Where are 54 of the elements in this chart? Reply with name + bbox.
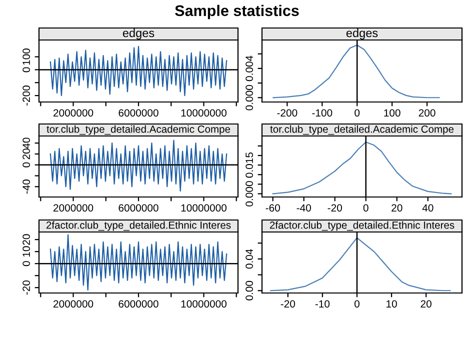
line-series (50, 234, 228, 291)
y-tick-label: 20 (22, 234, 30, 245)
x-tick-label: 10000000 (181, 204, 227, 212)
x-tick-label: 6000000 (118, 300, 158, 308)
y-tick-label: 0 (22, 261, 30, 266)
y-tick-label: 0.000 (246, 181, 253, 206)
x-tick-label: 100 (384, 109, 400, 117)
x-tick-label: 0 (363, 204, 368, 212)
x-tick-label: -20 (280, 300, 296, 308)
x-tick-label: 0 (354, 300, 360, 308)
x-tick-label: -60 (266, 204, 280, 212)
chart-subtitle: edges (122, 28, 154, 40)
x-tick-label: 200 (418, 109, 436, 117)
x-tick-label: 20 (392, 204, 402, 212)
y-tick-label: 0.04 (246, 249, 253, 269)
chart-title: Sample statistics (175, 4, 299, 20)
chart-subtitle: 2factor.club_type_detailed.Ethnic Interes (46, 221, 231, 231)
x-tick-label: -20 (328, 204, 342, 212)
chart-subtitle: 2factor.club_type_detailed.Ethnic Interes (270, 221, 454, 231)
x-tick-label: 20 (420, 300, 432, 308)
x-tick-label: 6000000 (118, 204, 158, 212)
y-tick-label: -20 (22, 280, 30, 295)
y-tick-label: 100 (22, 48, 30, 65)
y-tick-label: 0.015 (246, 152, 253, 178)
x-tick-label: 10000000 (181, 300, 227, 308)
x-tick-label: -10 (315, 300, 330, 308)
x-tick-label: -40 (296, 204, 311, 212)
x-tick-label: 0 (354, 109, 360, 117)
y-tick-label: -40 (22, 180, 30, 194)
y-tick-label: 0 (22, 67, 30, 72)
x-tick-label: -200 (277, 109, 298, 117)
y-tick-label: 0.00 (246, 280, 253, 300)
y-tick-label: 20 (22, 148, 30, 160)
line-series (50, 140, 228, 192)
x-tick-label: 2000000 (54, 204, 94, 212)
y-tick-label: 40 (22, 138, 30, 149)
line-series (272, 44, 440, 98)
y-tick-label: 0 (22, 162, 30, 168)
line-series (270, 237, 451, 292)
x-tick-label: -100 (312, 109, 332, 117)
line-series (272, 142, 452, 194)
x-tick-label: 2000000 (54, 109, 94, 117)
y-tick-label: 10 (22, 246, 30, 257)
line-series (50, 46, 228, 96)
chart-subtitle: tor.club_type_detailed.Academic Compe (270, 125, 454, 135)
x-tick-label: 10000000 (181, 109, 227, 117)
chart-subtitle: tor.club_type_detailed.Academic Compe (46, 125, 230, 135)
y-tick-label: 0.004 (246, 56, 253, 82)
chart-subtitle: edges (346, 28, 378, 40)
y-tick-label: 0.000 (246, 84, 253, 110)
x-tick-label: 40 (422, 204, 434, 212)
x-tick-label: 6000000 (118, 109, 158, 117)
x-tick-label: 10 (386, 300, 397, 308)
x-tick-label: 2000000 (54, 300, 94, 308)
